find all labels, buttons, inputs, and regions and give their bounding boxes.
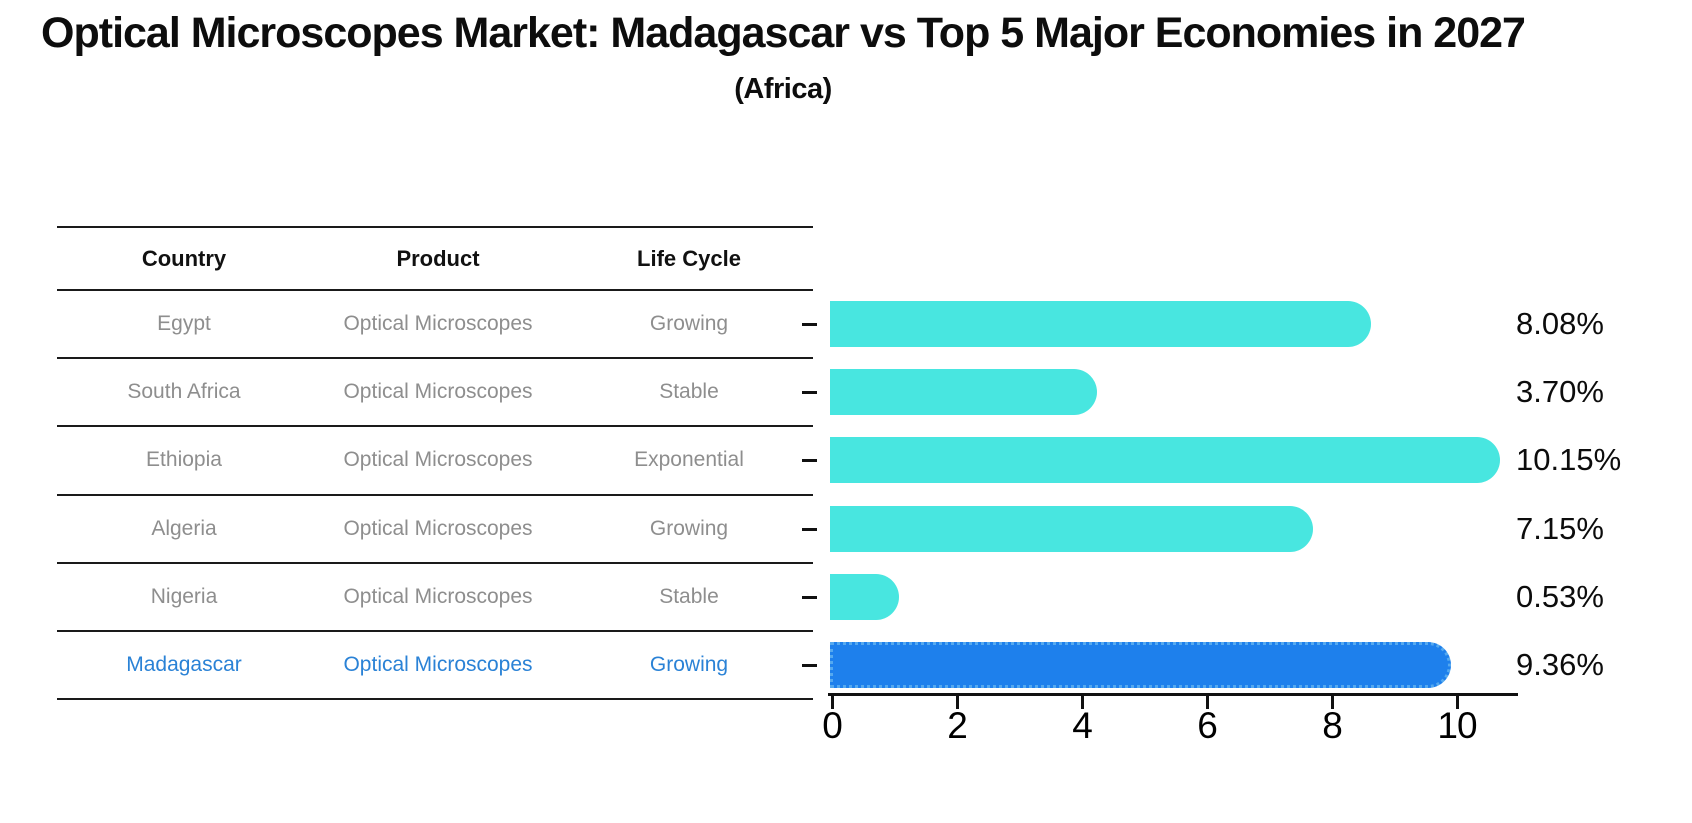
chart-title: Optical Microscopes Market: Madagascar v… xyxy=(41,9,1526,57)
cell-life-cycle-nigeria: Stable xyxy=(659,584,719,608)
x-tick-label-2: 2 xyxy=(947,705,968,746)
x-tick-0 xyxy=(831,693,834,709)
y-tick-nigeria xyxy=(802,596,817,599)
x-tick-2 xyxy=(956,693,959,709)
cell-product-egypt: Optical Microscopes xyxy=(343,312,533,336)
value-label-egypt: 8.08% xyxy=(1516,306,1604,341)
cell-product-nigeria: Optical Microscopes xyxy=(343,584,533,608)
x-tick-label-4: 4 xyxy=(1072,705,1093,746)
table-rule xyxy=(57,630,813,632)
cell-life-cycle-algeria: Growing xyxy=(649,516,729,540)
y-tick-ethiopia xyxy=(802,459,817,462)
cell-life-cycle-madagascar: Growing xyxy=(649,652,729,676)
value-label-algeria: 7.15% xyxy=(1516,511,1604,546)
x-tick-6 xyxy=(1206,693,1209,709)
bar-egypt xyxy=(830,301,1371,347)
cell-country-ethiopia: Ethiopia xyxy=(146,448,222,472)
cell-country-egypt: Egypt xyxy=(157,312,211,336)
table-rule xyxy=(57,698,813,700)
table-rule xyxy=(57,494,813,496)
cell-life-cycle-ethiopia: Exponential xyxy=(634,448,744,472)
bar-south-africa xyxy=(830,369,1097,415)
bar-madagascar xyxy=(830,642,1451,688)
value-label-south-africa: 3.70% xyxy=(1516,374,1604,409)
x-tick-label-10: 10 xyxy=(1437,705,1477,746)
column-header-life-cycle: Life Cycle xyxy=(637,245,741,271)
cell-country-madagascar: Madagascar xyxy=(126,652,242,676)
value-label-nigeria: 0.53% xyxy=(1516,579,1604,614)
x-tick-label-8: 8 xyxy=(1322,705,1343,746)
table-rule xyxy=(57,226,813,228)
bar-algeria xyxy=(830,506,1313,552)
column-header-country: Country xyxy=(141,245,227,271)
cell-country-nigeria: Nigeria xyxy=(150,584,218,608)
cell-country-algeria: Algeria xyxy=(151,516,217,540)
value-label-madagascar: 9.36% xyxy=(1516,647,1604,682)
chart-subtitle: (Africa) xyxy=(734,73,832,106)
column-header-product: Product xyxy=(396,245,480,271)
x-tick-8 xyxy=(1331,693,1334,709)
cell-life-cycle-south-africa: Stable xyxy=(659,380,719,404)
x-tick-4 xyxy=(1081,693,1084,709)
value-label-ethiopia: 10.15% xyxy=(1516,442,1622,477)
x-tick-10 xyxy=(1456,693,1459,709)
y-tick-south-africa xyxy=(802,391,817,394)
x-tick-label-0: 0 xyxy=(822,705,843,746)
cell-product-south-africa: Optical Microscopes xyxy=(343,380,533,404)
cell-country-south-africa: South Africa xyxy=(127,380,241,404)
y-tick-algeria xyxy=(802,528,817,531)
bar-ethiopia xyxy=(830,437,1500,483)
cell-product-ethiopia: Optical Microscopes xyxy=(343,448,533,472)
x-axis-line xyxy=(828,693,1518,696)
y-tick-egypt xyxy=(802,323,817,326)
table-rule xyxy=(57,289,813,291)
bar-nigeria xyxy=(830,574,899,620)
x-tick-label-6: 6 xyxy=(1197,705,1218,746)
table-rule xyxy=(57,357,813,359)
title-block: Optical Microscopes Market: Madagascar v… xyxy=(0,9,1566,106)
cell-product-madagascar: Optical Microscopes xyxy=(343,652,533,676)
y-tick-madagascar xyxy=(802,664,817,667)
cell-product-algeria: Optical Microscopes xyxy=(343,516,533,540)
cell-life-cycle-egypt: Growing xyxy=(649,312,729,336)
table-rule xyxy=(57,425,813,427)
table-rule xyxy=(57,562,813,564)
